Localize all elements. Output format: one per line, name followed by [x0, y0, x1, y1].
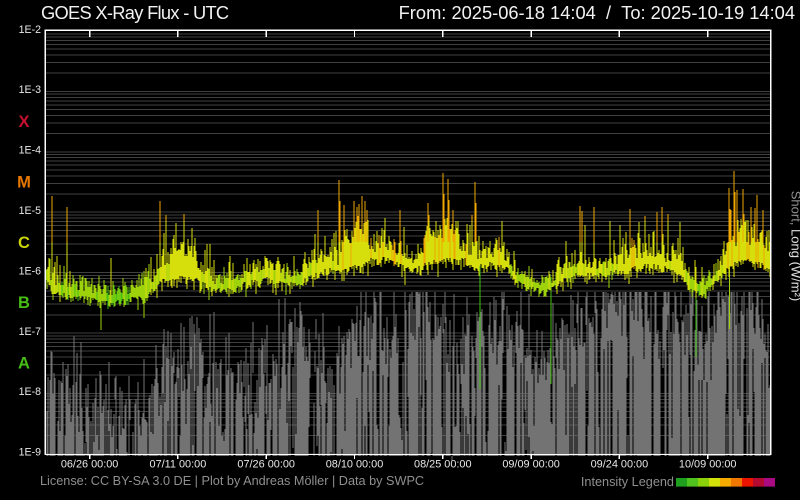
svg-text:GOES X-Ray Flux - UTC: GOES X-Ray Flux - UTC: [41, 2, 229, 23]
svg-text:08/25 00:00: 08/25 00:00: [414, 459, 472, 471]
svg-text:X: X: [18, 113, 29, 131]
svg-text:08/10 00:00: 08/10 00:00: [326, 459, 384, 471]
svg-text:09/24 00:00: 09/24 00:00: [591, 459, 649, 471]
svg-text:1E-3: 1E-3: [19, 84, 41, 96]
svg-text:1E-2: 1E-2: [19, 24, 41, 36]
svg-text:1E-7: 1E-7: [19, 326, 41, 338]
svg-text:1E-8: 1E-8: [19, 386, 41, 398]
svg-text:A: A: [18, 355, 30, 373]
svg-text:07/11 00:00: 07/11 00:00: [150, 459, 207, 471]
svg-text:09/09 00:00: 09/09 00:00: [502, 459, 560, 471]
svg-text:Intensity Legend: Intensity Legend: [581, 475, 674, 489]
svg-text:C: C: [18, 234, 30, 252]
svg-text:1E-9: 1E-9: [19, 447, 41, 459]
svg-text:06/26 00:00: 06/26 00:00: [61, 459, 119, 471]
svg-text:1E-5: 1E-5: [19, 205, 41, 217]
svg-text:1E-4: 1E-4: [19, 145, 41, 157]
svg-text:07/26 00:00: 07/26 00:00: [237, 459, 295, 471]
svg-text:1E-6: 1E-6: [19, 265, 41, 277]
svg-text:From: 2025-06-18 14:04 / To:: From: 2025-06-18 14:04 / To: 2025-10-19 …: [399, 2, 795, 23]
svg-text:Short, Long (W/m²): Short, Long (W/m²): [789, 191, 800, 302]
svg-text:M: M: [17, 173, 31, 191]
svg-text:B: B: [18, 294, 30, 312]
svg-text:License: CC BY-SA 3.0 DE | Plo: License: CC BY-SA 3.0 DE | Plot by Andre…: [40, 474, 424, 488]
svg-text:10/09 00:00: 10/09 00:00: [679, 459, 737, 471]
